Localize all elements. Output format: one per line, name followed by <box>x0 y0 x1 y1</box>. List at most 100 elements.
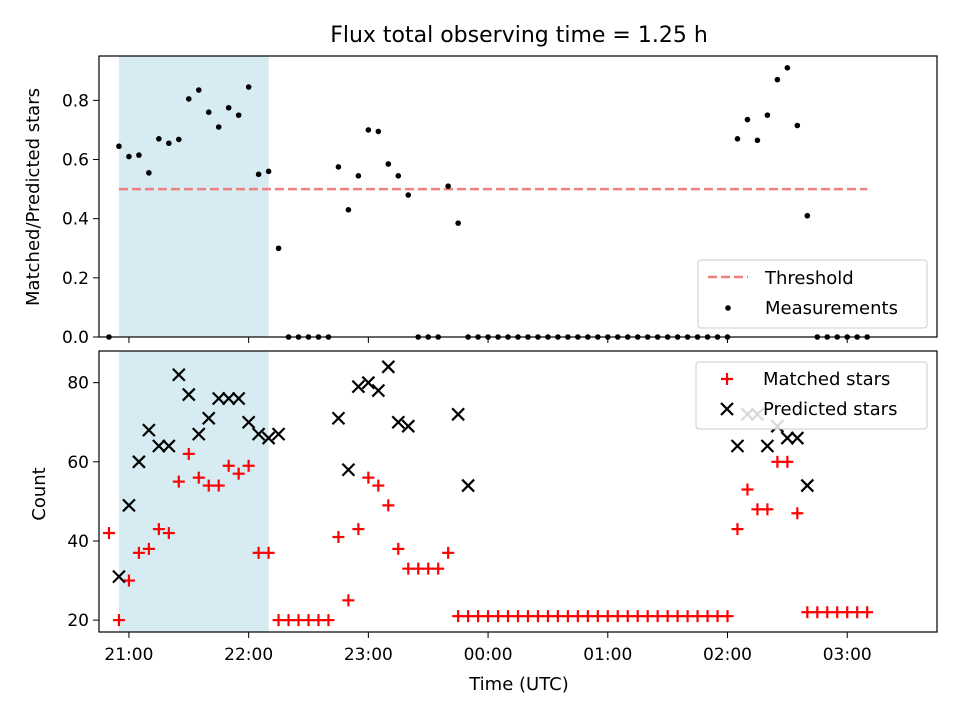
predicted-stars-point <box>371 383 386 398</box>
matched-stars-point <box>781 455 794 468</box>
x-tick-label: 00:00 <box>464 645 513 665</box>
matched-stars-point <box>332 531 345 544</box>
measurements-point <box>385 161 392 167</box>
predicted-stars-point <box>401 419 416 433</box>
predicted-stars-point <box>201 411 216 426</box>
measurements-point <box>784 65 791 71</box>
measurements-point <box>764 112 771 118</box>
matched-stars-point <box>432 562 445 575</box>
bottom-axes-frame <box>98 350 938 633</box>
matched-stars-point <box>721 610 734 623</box>
measurements-point <box>166 140 172 147</box>
predicted-stars-point <box>191 427 206 441</box>
matched-stars-point <box>761 503 774 516</box>
measurements-point <box>335 164 342 170</box>
predicted-stars-point <box>132 455 146 469</box>
bottom-legend: Matched stars Predicted stars <box>695 361 928 430</box>
matched-stars-point <box>382 499 395 512</box>
measurements-point <box>405 192 412 198</box>
bottom-y-tick-label: 40 <box>67 532 89 552</box>
measurements-point <box>245 84 252 90</box>
matched-stars-point <box>352 523 365 536</box>
predicted-stars-point <box>251 427 266 441</box>
predicted-stars-point <box>341 462 356 477</box>
predicted-stars-point <box>122 498 136 513</box>
matched-stars-point <box>122 574 135 587</box>
matched-stars-point <box>232 467 245 480</box>
measurements-point <box>265 168 272 175</box>
x-tick-label: 23:00 <box>344 645 393 665</box>
matched-stars-point <box>182 447 195 460</box>
measurements-point <box>375 128 382 135</box>
measurements-point <box>355 172 362 179</box>
measurements-point <box>794 122 801 129</box>
matched-stars-point <box>192 471 205 484</box>
top-y-tick-label: 0.6 <box>62 151 89 171</box>
predicted-stars-point <box>451 407 465 422</box>
top-legend-box <box>697 259 928 329</box>
measurements-point <box>734 136 741 142</box>
matched-stars-point <box>132 546 145 559</box>
predicted-stars-point <box>361 375 376 390</box>
bottom-legend-box <box>695 361 928 430</box>
measurements-point <box>275 245 282 252</box>
x-tick-label: 21:00 <box>104 645 153 665</box>
measurements-point <box>455 220 461 226</box>
predicted-stars-point <box>172 367 186 382</box>
top-y-tick-label: 0.2 <box>62 269 89 289</box>
matched-stars-point <box>372 479 385 492</box>
measurements-point <box>225 104 232 111</box>
measurements-legend-label: Measurements <box>765 298 898 319</box>
measurements-point <box>774 76 781 83</box>
top-y-tick-label: 0.4 <box>62 210 89 230</box>
matched-stars-point <box>152 523 165 536</box>
predicted-stars-point <box>800 478 815 493</box>
matched-stars-point <box>142 542 155 555</box>
predicted-stars-point <box>112 569 126 584</box>
matched-stars-point <box>172 475 185 488</box>
measurements-legend-marker <box>725 305 731 311</box>
measurements-point <box>215 124 222 130</box>
predicted-stars-point <box>790 431 805 445</box>
matched-stars-point <box>322 614 335 627</box>
top-shaded-interval <box>118 56 269 337</box>
measurements-point <box>754 137 761 144</box>
matched-stars-point <box>861 606 874 619</box>
predicted-stars-point <box>331 411 346 426</box>
x-axis-label: Time (UTC) <box>468 674 569 695</box>
measurements-point <box>195 87 202 93</box>
matched-stars-point <box>262 546 275 559</box>
predicted-stars-point <box>271 427 286 441</box>
predicted-stars-point <box>241 415 256 430</box>
bottom-plot-area: 20 40 60 80 21:00 22:00 23:00 00:00 01:00 02:00 03… <box>67 350 938 665</box>
measurements-point <box>235 112 242 118</box>
threshold-legend-label: Threshold <box>764 268 854 289</box>
bottom-shaded-interval <box>118 351 269 632</box>
predicted-stars-point <box>211 391 226 406</box>
top-panel: 0.00.20.40.60.8 Matched/Predicted stars … <box>23 55 938 348</box>
predicted-stars-point <box>730 439 745 453</box>
bottom-y-tick-label: 80 <box>67 374 89 394</box>
measurements-point <box>116 143 122 150</box>
x-tick-label: 03:00 <box>823 645 872 665</box>
matched-stars-point <box>212 479 225 492</box>
measurements-point <box>445 183 451 189</box>
bottom-panel: 20 40 60 80 21:00 22:00 23:00 00:00 01:00 02:00 03… <box>29 350 938 695</box>
matched-stars-point <box>392 542 405 555</box>
matched-stars-point <box>242 459 255 472</box>
x-tick-label: 02:00 <box>703 645 752 665</box>
matched-stars-point <box>342 594 355 607</box>
top-y-tick-label: 0.8 <box>62 91 89 111</box>
top-y-axis-label: Matched/Predicted stars <box>23 88 44 306</box>
matched-stars-point <box>791 507 804 520</box>
measurements-point <box>176 136 182 143</box>
measurements-point <box>255 171 262 178</box>
measurements-point <box>126 153 132 160</box>
bottom-y-tick-label: 20 <box>67 611 89 631</box>
top-y-tick-label: 0.0 <box>62 328 89 348</box>
measurements-point <box>395 172 402 179</box>
measurements-point <box>345 207 352 213</box>
x-tick-label: 22:00 <box>224 645 273 665</box>
predicted-stars-point <box>162 439 176 453</box>
bottom-y-axis-label: Count <box>29 467 50 520</box>
